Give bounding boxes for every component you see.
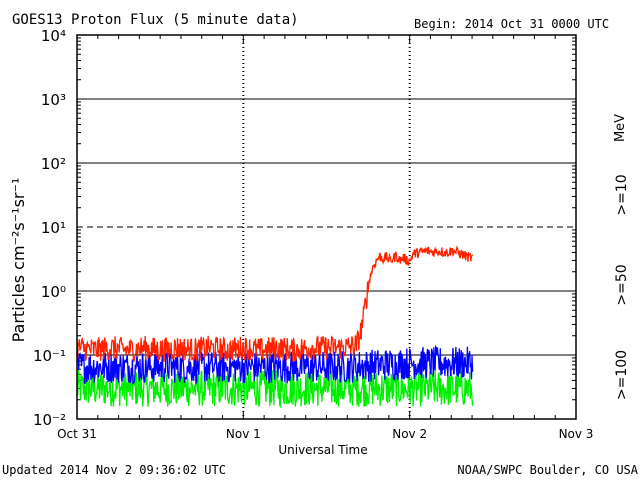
y-tick-label: 10³ (41, 91, 66, 109)
y-tick-label: 10⁻² (33, 411, 66, 429)
series-line-0 (76, 245, 474, 363)
y-tick-label: 10⁰ (41, 283, 66, 301)
legend-label-ge50: >=50 (614, 264, 630, 305)
legend-label-ge10: >=10 (614, 174, 630, 215)
series-line-2 (76, 368, 474, 409)
source-credit: NOAA/SWPC Boulder, CO USA (457, 463, 638, 477)
y-tick-label: 10¹ (41, 219, 66, 237)
plot-frame (76, 34, 577, 420)
y-tick-label: 10⁻¹ (33, 347, 66, 365)
y-axis-label: Particles cm⁻²s⁻¹sr⁻¹ (9, 178, 28, 343)
units-label: MeV (613, 114, 628, 142)
x-axis-label: Universal Time (278, 443, 367, 457)
series-line-1 (76, 344, 474, 386)
x-tick-label: Nov 2 (392, 427, 427, 441)
legend-label-ge100: >=100 (614, 350, 630, 400)
x-tick-label: Oct 31 (57, 427, 97, 441)
y-tick-label: 10² (41, 155, 66, 173)
updated-timestamp: Updated 2014 Nov 2 09:36:02 UTC (2, 463, 226, 477)
begin-timestamp: Begin: 2014 Oct 31 0000 UTC (414, 17, 609, 31)
x-tick-label: Nov 1 (226, 427, 261, 441)
y-tick-label: 10⁴ (41, 27, 66, 45)
x-tick-label: Nov 3 (559, 427, 594, 441)
chart-title: GOES13 Proton Flux (5 minute data) (12, 12, 299, 28)
